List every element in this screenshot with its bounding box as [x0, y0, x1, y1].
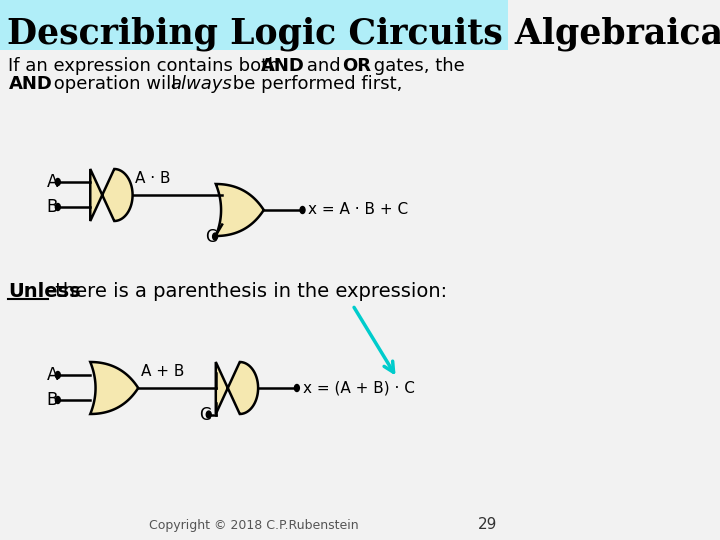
Text: Unless: Unless	[9, 282, 81, 301]
Text: 29: 29	[478, 517, 498, 532]
Text: there is a parenthesis in the expression:: there is a parenthesis in the expression…	[50, 282, 448, 301]
Text: A: A	[47, 173, 58, 191]
Text: A + B: A + B	[141, 364, 184, 379]
Circle shape	[300, 206, 305, 213]
Text: gates, the: gates, the	[369, 57, 465, 75]
Polygon shape	[216, 362, 258, 414]
Text: x = (A + B) · C: x = (A + B) · C	[302, 381, 415, 395]
Text: be performed first,: be performed first,	[227, 75, 402, 93]
Circle shape	[294, 384, 300, 391]
Circle shape	[55, 179, 60, 186]
Text: always: always	[171, 75, 232, 93]
Text: B: B	[47, 391, 58, 409]
Text: C: C	[199, 406, 210, 423]
Text: Describing Logic Circuits Algebraically: Describing Logic Circuits Algebraically	[7, 17, 720, 51]
FancyBboxPatch shape	[0, 0, 508, 50]
Text: A · B: A · B	[135, 171, 171, 186]
Text: If an expression contains both: If an expression contains both	[9, 57, 286, 75]
Text: C: C	[205, 227, 217, 246]
Polygon shape	[90, 169, 132, 221]
Text: x = A · B + C: x = A · B + C	[308, 202, 408, 218]
Circle shape	[55, 396, 60, 403]
Circle shape	[212, 233, 217, 240]
Text: A: A	[47, 366, 58, 384]
Text: Copyright © 2018 C.P.Rubenstein: Copyright © 2018 C.P.Rubenstein	[149, 519, 359, 532]
Circle shape	[55, 372, 60, 379]
Text: B: B	[47, 198, 58, 216]
Text: AND: AND	[261, 57, 305, 75]
Text: and: and	[301, 57, 346, 75]
Text: OR: OR	[342, 57, 371, 75]
Text: operation will: operation will	[48, 75, 182, 93]
Circle shape	[206, 411, 211, 418]
Polygon shape	[90, 362, 138, 414]
Polygon shape	[216, 184, 264, 236]
Text: AND: AND	[9, 75, 53, 93]
Circle shape	[55, 204, 60, 211]
